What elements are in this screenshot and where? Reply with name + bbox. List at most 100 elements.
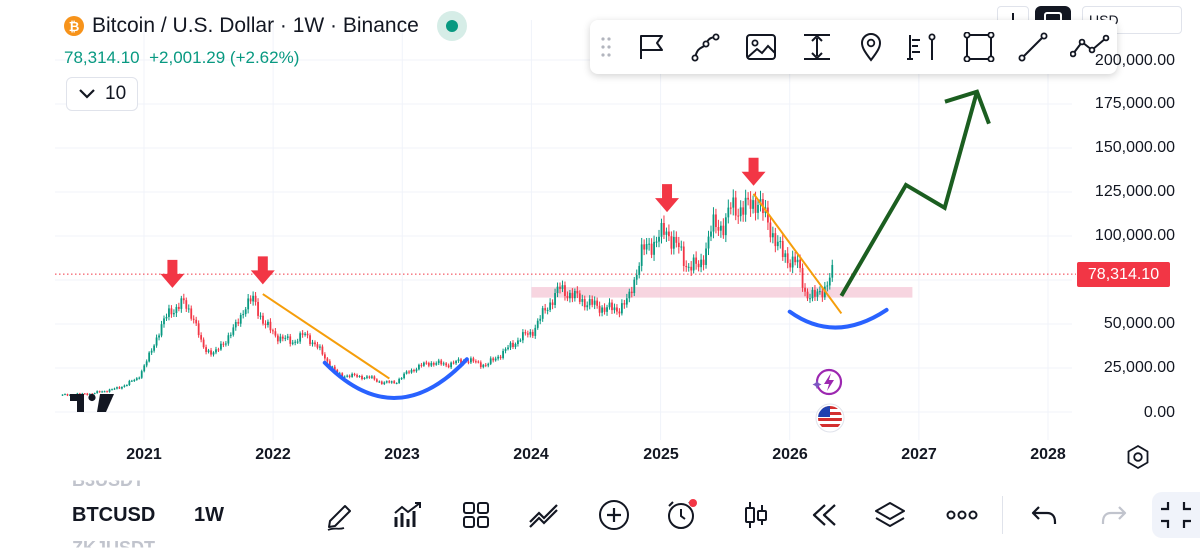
alert-icon[interactable]: [664, 497, 700, 533]
trendline-icon[interactable]: [1016, 30, 1050, 64]
candle-body: [163, 318, 165, 325]
candle-body: [148, 352, 151, 362]
redo-icon[interactable]: [1096, 497, 1132, 533]
candle-body: [633, 279, 636, 294]
rectangle-icon[interactable]: [962, 30, 996, 64]
candle-body: [687, 266, 690, 268]
x-tick: 2026: [772, 446, 808, 463]
candle-body: [450, 362, 453, 368]
candle-body: [413, 369, 415, 372]
watchlist-symbol: B3USDT: [72, 470, 145, 491]
market-open-icon: [436, 11, 467, 41]
candle-body: [831, 264, 834, 278]
candle-body: [78, 393, 81, 395]
chart-settings-button[interactable]: [1124, 443, 1152, 471]
strategy-icon[interactable]: [526, 497, 562, 533]
symbol-legend[interactable]: ₿ Bitcoin / U.S. Dollar · 1W · Binance: [64, 11, 467, 41]
candle-body: [559, 286, 561, 289]
price-label-icon[interactable]: [902, 30, 936, 64]
candle-body: [180, 298, 183, 309]
watchlist-item[interactable]: B3USDT 1D: [72, 470, 145, 492]
candle-body: [747, 197, 750, 200]
candle-body: [400, 378, 403, 380]
pencil-icon[interactable]: [322, 497, 358, 533]
candle-body: [794, 256, 797, 263]
candle-body: [742, 207, 745, 215]
candle-body: [519, 340, 522, 342]
candle-body: [781, 241, 784, 258]
candle-body: [722, 225, 725, 236]
fullscreen-button[interactable]: [1152, 492, 1200, 538]
candle-body: [192, 318, 195, 320]
candle-body: [447, 365, 450, 368]
candle-body: [643, 244, 646, 250]
candle-body: [346, 375, 349, 377]
lightning-event-icon[interactable]: [812, 368, 846, 396]
candle-type-icon[interactable]: [738, 497, 774, 533]
undo-icon[interactable]: [1026, 497, 1062, 533]
layers-icon[interactable]: [872, 497, 908, 533]
candle-body: [309, 335, 311, 345]
candle-body: [212, 352, 215, 355]
y-tick: 100,000.00: [1094, 227, 1175, 244]
text-cursor-icon[interactable]: [800, 30, 834, 64]
more-icon[interactable]: [944, 497, 980, 533]
grid-icon[interactable]: [458, 497, 494, 533]
candle-body: [774, 233, 777, 247]
candle-body: [299, 333, 302, 342]
candle-body: [514, 343, 517, 347]
y-tick: 150,000.00: [1094, 139, 1175, 156]
candle-body: [205, 347, 207, 352]
indicator-count: 10: [105, 83, 127, 104]
candle-body: [113, 388, 116, 390]
candle-body: [457, 359, 460, 362]
candle-body: [425, 362, 428, 364]
y-tick: 25,000.00: [1103, 359, 1175, 376]
candle-body: [786, 253, 789, 264]
candle-body: [551, 302, 554, 305]
indicators-collapse-button[interactable]: 10: [66, 77, 138, 111]
candle-body: [809, 298, 811, 300]
path-icon[interactable]: [688, 30, 722, 64]
candle-body: [239, 314, 242, 324]
candle-body: [279, 336, 282, 342]
candle-body: [427, 362, 430, 366]
grip-icon[interactable]: [594, 30, 618, 64]
candle-body: [395, 382, 398, 384]
plus-circle-icon[interactable]: [596, 497, 632, 533]
candle-body: [323, 354, 326, 359]
candle-body: [234, 322, 237, 328]
candle-body: [692, 257, 695, 271]
candle-body: [672, 236, 675, 249]
candle-body: [603, 307, 606, 312]
candle-body: [470, 358, 472, 363]
candle-body: [695, 257, 698, 264]
watchlist-interval: 1W: [194, 504, 224, 526]
pin-icon[interactable]: [854, 30, 888, 64]
us-flag-event-icon[interactable]: [813, 402, 847, 434]
candle-body: [804, 287, 806, 292]
candle-body: [546, 309, 549, 311]
candle-body: [640, 244, 643, 266]
watchlist-item-active[interactable]: BTCUSD 1W: [72, 504, 224, 527]
price-legend: 78,314.10 +2,001.29 (+2.62%): [64, 48, 299, 68]
candle-body: [682, 246, 685, 266]
candle-body: [598, 305, 601, 313]
candle-body: [690, 266, 693, 271]
candle-body: [707, 236, 710, 249]
polyline-icon[interactable]: [1070, 30, 1110, 64]
replay-icon[interactable]: [806, 497, 842, 533]
candle-body: [210, 350, 212, 355]
image-icon[interactable]: [744, 30, 778, 64]
candle-body: [274, 331, 277, 336]
indicators-icon[interactable]: [390, 497, 426, 533]
candle-body: [130, 380, 133, 382]
gear-icon: [1127, 444, 1149, 470]
watchlist-item[interactable]: ZKJUSDT 1M: [72, 538, 155, 547]
flag-icon[interactable]: [634, 30, 668, 64]
candle-body: [507, 347, 509, 350]
candle-body: [460, 359, 462, 364]
candle-body: [628, 291, 631, 299]
candle-body: [502, 350, 504, 358]
